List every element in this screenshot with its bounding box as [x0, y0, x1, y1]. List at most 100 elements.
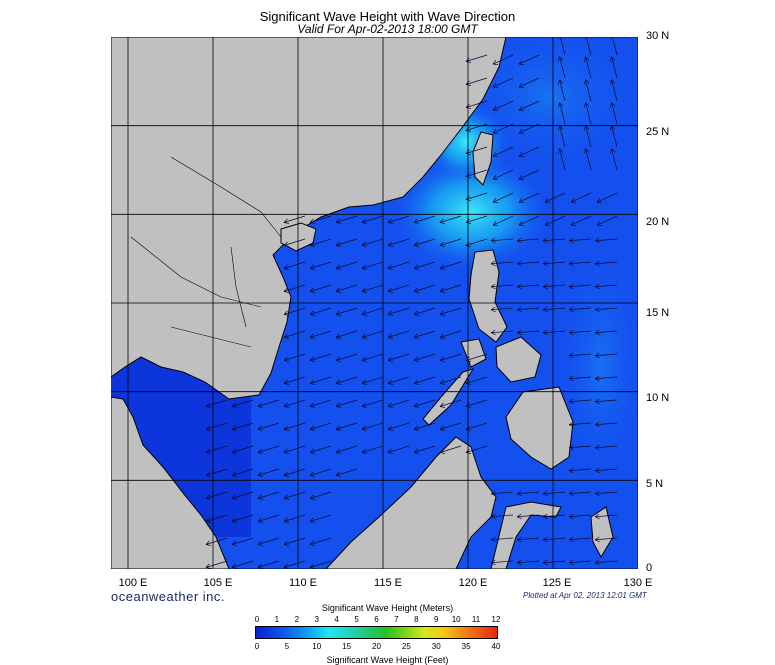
- wave-direction-arrow: [465, 399, 488, 408]
- wave-direction-arrow: [465, 238, 488, 247]
- wave-direction-arrow: [413, 215, 436, 224]
- wave-direction-arrow: [335, 238, 358, 247]
- wave-direction-arrow: [516, 306, 540, 313]
- wave-direction-arrow: [283, 307, 306, 316]
- wave-direction-arrow: [465, 146, 488, 155]
- wave-direction-arrow: [205, 491, 228, 500]
- meters-tick: 0: [254, 615, 260, 624]
- wave-direction-arrow: [335, 307, 358, 316]
- meters-tick: 4: [334, 615, 339, 624]
- meters-tick: 5: [354, 615, 359, 624]
- meters-tick: 3: [314, 615, 319, 624]
- wave-direction-arrow: [516, 283, 540, 290]
- wave-direction-arrow: [568, 444, 592, 451]
- meters-tick: 1: [274, 615, 280, 624]
- wave-direction-arrow: [283, 330, 306, 339]
- wave-direction-arrow: [544, 215, 566, 226]
- wave-direction-arrow: [557, 102, 566, 125]
- wave-direction-arrow: [413, 376, 436, 385]
- wave-direction-arrow: [309, 445, 332, 454]
- wave-direction-arrow: [257, 399, 280, 408]
- land-taiwan: [472, 131, 494, 186]
- wave-direction-arrow: [205, 445, 228, 454]
- wave-direction-arrow: [309, 330, 332, 339]
- wave-direction-arrow: [257, 514, 280, 523]
- wave-direction-arrow: [335, 445, 358, 454]
- feet-tick: 10: [312, 642, 322, 651]
- wave-direction-arrow: [257, 537, 280, 546]
- wave-direction-arrow: [387, 376, 410, 385]
- wave-direction-arrow: [231, 537, 254, 546]
- wave-direction-arrow: [544, 192, 566, 203]
- wave-direction-arrow: [335, 330, 358, 339]
- wave-direction-arrow: [439, 445, 462, 454]
- wave-direction-arrow: [413, 284, 436, 293]
- wave-direction-arrow: [492, 192, 514, 203]
- wave-direction-arrow: [568, 467, 592, 474]
- feet-tick: 30: [431, 642, 441, 651]
- wave-direction-arrow: [609, 79, 618, 102]
- lat-label-20n: 20 N: [646, 216, 670, 228]
- wave-direction-arrow: [231, 560, 254, 569]
- wave-direction-arrow: [361, 376, 384, 385]
- wave-direction-arrow: [309, 215, 332, 224]
- wave-direction-arrow: [568, 306, 592, 313]
- wave-direction-arrow: [439, 284, 462, 293]
- wave-direction-arrow: [439, 238, 462, 247]
- wave-direction-arrow: [568, 513, 592, 520]
- wave-direction-arrow: [557, 79, 566, 102]
- wave-direction-arrow: [387, 215, 410, 224]
- border-3: [170, 326, 252, 348]
- meters-tick: 9: [434, 615, 439, 624]
- wave-direction-arrow: [439, 399, 462, 408]
- lat-label-25n: 25 N: [646, 126, 670, 138]
- feet-tick: 40: [491, 642, 501, 651]
- wave-direction-arrow: [594, 490, 618, 497]
- wave-direction-arrow: [439, 215, 462, 224]
- wave-direction-arrow: [335, 284, 358, 293]
- wave-direction-arrow: [490, 513, 514, 520]
- wave-direction-arrow: [257, 468, 280, 477]
- wave-direction-arrow: [557, 148, 566, 171]
- lat-label-30n: 30 N: [646, 30, 670, 42]
- lon-label-120e: 120 E: [458, 577, 488, 589]
- wave-direction-arrow: [609, 102, 618, 125]
- wave-direction-arrow: [465, 376, 488, 385]
- wave-direction-arrow: [583, 79, 592, 102]
- wave-direction-arrow: [596, 192, 618, 203]
- wave-direction-arrow: [283, 468, 306, 477]
- wave-direction-arrow: [542, 306, 566, 313]
- wave-direction-arrow: [231, 468, 254, 477]
- wave-height-map: [111, 37, 638, 569]
- wave-direction-arrow: [309, 514, 332, 523]
- border-2: [130, 236, 262, 308]
- wave-direction-arrow: [542, 513, 566, 520]
- lon-label-130e: 130 E: [623, 577, 653, 589]
- wave-direction-arrow: [518, 192, 540, 203]
- wave-direction-arrow: [516, 260, 540, 267]
- wave-direction-arrow: [309, 376, 332, 385]
- plotted-timestamp: Plotted at Apr 02, 2013 12:01 GMT: [523, 591, 647, 600]
- wave-direction-arrow: [568, 536, 592, 543]
- wave-direction-arrow: [309, 537, 332, 546]
- wave-direction-arrow: [309, 422, 332, 431]
- wave-direction-arrow: [257, 491, 280, 500]
- wave-direction-arrow: [594, 444, 618, 451]
- feet-tick: 25: [401, 642, 411, 651]
- wave-direction-arrow: [413, 422, 436, 431]
- land-mindanao: [505, 386, 574, 470]
- wave-direction-arrow: [516, 237, 540, 244]
- wave-direction-arrow: [361, 215, 384, 224]
- lat-label-0: 0: [646, 562, 653, 574]
- wave-direction-arrow: [309, 353, 332, 362]
- meters-tick: 12: [491, 615, 501, 624]
- wave-direction-arrow: [583, 102, 592, 125]
- wave-direction-arrow: [465, 192, 488, 201]
- wave-direction-arrow: [283, 238, 306, 247]
- wave-max-luzon-strait: [391, 152, 551, 272]
- lon-label-115e: 115 E: [374, 577, 402, 589]
- wave-direction-arrow: [542, 237, 566, 244]
- wave-direction-arrow: [594, 536, 618, 543]
- wave-direction-arrow: [492, 169, 514, 180]
- wave-direction-arrow: [594, 237, 618, 244]
